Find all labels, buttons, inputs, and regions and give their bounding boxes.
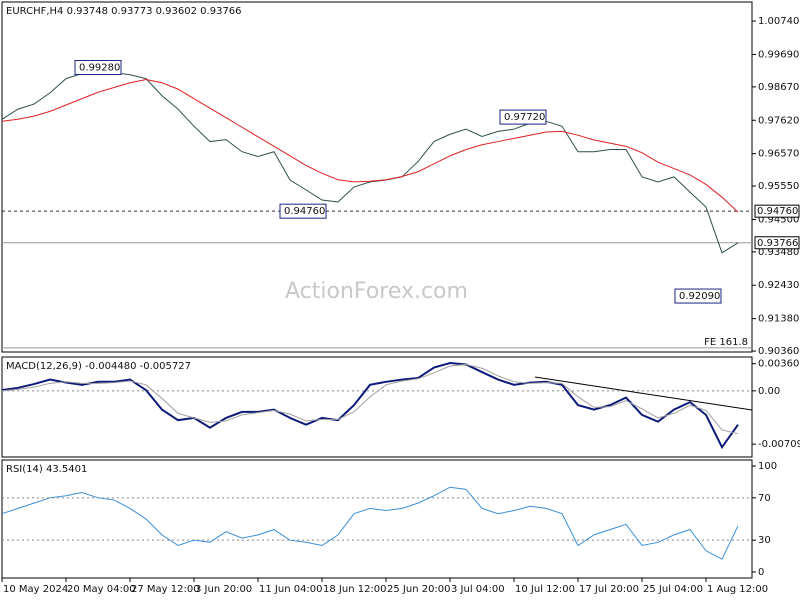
trend-line: [534, 376, 753, 411]
x-tick-label: 27 May 12:00: [131, 584, 200, 595]
y-tick-label: 0.92430: [758, 280, 799, 291]
y-tick-label: 0.95550: [758, 181, 799, 192]
x-tick-label: 20 May 04:00: [67, 584, 136, 595]
annotation-label: 0.92090: [679, 291, 720, 302]
annotation-label: 0.94760: [284, 206, 325, 217]
y-tick-label: 0.93480: [758, 247, 799, 258]
y-tick-label: 0.003608: [758, 359, 800, 370]
y-tick-label: 1.00740: [758, 16, 799, 27]
y-tick-label: 0.97620: [758, 115, 799, 126]
price-tag: [754, 236, 800, 250]
price-tag: [754, 204, 800, 218]
panel-frame: [1, 356, 753, 458]
annotation-box: [279, 203, 327, 219]
y-tick-label: 0.99690: [758, 49, 799, 60]
series-line: [1, 72, 739, 254]
panel-title: RSI(14) 43.5401: [6, 464, 87, 475]
x-tick-label: 17 Jul 20:00: [579, 584, 639, 595]
annotation-box: [499, 109, 547, 125]
series-line: [1, 486, 739, 560]
watermark: ActionForex.com: [285, 279, 468, 304]
x-tick-label: 10 May 2024: [3, 584, 68, 595]
x-tick-label: 10 Jul 12:00: [515, 584, 575, 595]
y-tick-label: 0.90360: [758, 346, 799, 357]
annotation-box: [74, 59, 122, 75]
x-tick-label: 18 Jun 12:00: [323, 584, 387, 595]
y-tick-label: 100: [758, 461, 777, 472]
y-tick-label: 0.94500: [758, 214, 799, 225]
annotation-label: 0.97720: [504, 112, 545, 123]
y-tick-label: 30: [758, 535, 771, 546]
x-tick-label: 25 Jul 04:00: [643, 584, 703, 595]
y-tick-label: -0.007092: [758, 439, 800, 450]
level-label: FE 161.8: [704, 337, 748, 348]
y-tick-label: 70: [758, 493, 771, 504]
x-tick-label: 1 Aug 12:00: [707, 584, 768, 595]
y-tick-label: 0: [758, 567, 764, 578]
x-tick-label: 11 Jun 04:00: [259, 584, 323, 595]
panel-frame: [1, 1, 753, 353]
series-line: [1, 79, 739, 213]
panel-title: MACD(12,26,9) -0.004480 -0.005727: [6, 361, 191, 372]
panel-title: EURCHF,H4 0.93748 0.93773 0.93602 0.9376…: [6, 6, 242, 17]
y-tick-label: 0.91380: [758, 314, 799, 325]
x-tick-label: 3 Jun 20:00: [195, 584, 252, 595]
y-tick-label: 0.96570: [758, 149, 799, 160]
price-tag-label: 0.94760: [757, 206, 798, 217]
y-tick-label: 0.00: [758, 386, 780, 397]
series-line: [1, 362, 739, 450]
y-tick-label: 0.98670: [758, 82, 799, 93]
x-tick-label: 25 Jun 20:00: [387, 584, 451, 595]
price-tag-label: 0.93766: [757, 238, 798, 249]
annotation-box: [674, 288, 722, 304]
panel-frame: [1, 459, 753, 579]
series-line: [1, 364, 739, 435]
x-tick-label: 3 Jul 04:00: [451, 584, 505, 595]
annotation-label: 0.99280: [79, 62, 120, 73]
